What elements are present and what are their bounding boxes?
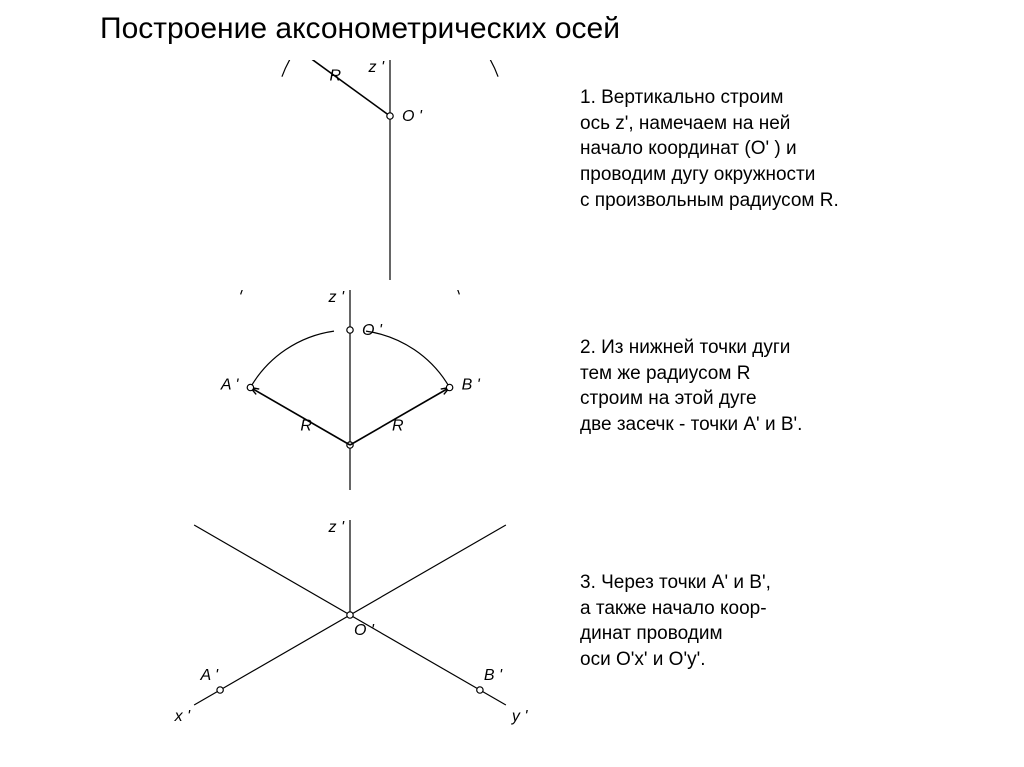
step-1-text: 1. Вертикально строимось z', намечаем на…: [580, 85, 839, 213]
svg-text:x ': x ': [174, 708, 191, 725]
svg-text:A ': A ': [200, 667, 220, 684]
svg-text:B ': B ': [462, 377, 481, 394]
step-3-text: 3. Через точки A' и B',а также начало ко…: [580, 570, 771, 673]
svg-text:y ': y ': [511, 708, 528, 725]
svg-text:R: R: [392, 417, 404, 434]
svg-text:O ': O ': [362, 322, 383, 339]
svg-text:A ': A ': [220, 377, 240, 394]
page-title: Построение аксонометрических осей: [100, 12, 620, 46]
step-3-diagram: z ' O ' A ' B ' x ' y ': [150, 520, 550, 740]
svg-text:O ': O ': [402, 108, 423, 125]
svg-text:R: R: [329, 67, 341, 84]
step-2-text: 2. Из нижней точки дугитем же радиусом R…: [580, 335, 802, 438]
svg-text:R: R: [300, 417, 312, 434]
step-2-diagram: z ' O ' A ' B ' R R: [150, 290, 550, 500]
svg-text:O ': O ': [354, 622, 375, 639]
svg-text:z ': z ': [368, 60, 385, 76]
svg-text:z ': z ': [328, 290, 345, 306]
svg-text:z ': z ': [328, 520, 345, 536]
step-1-diagram: z ' O ' R: [240, 60, 540, 280]
svg-text:B ': B ': [484, 667, 503, 684]
